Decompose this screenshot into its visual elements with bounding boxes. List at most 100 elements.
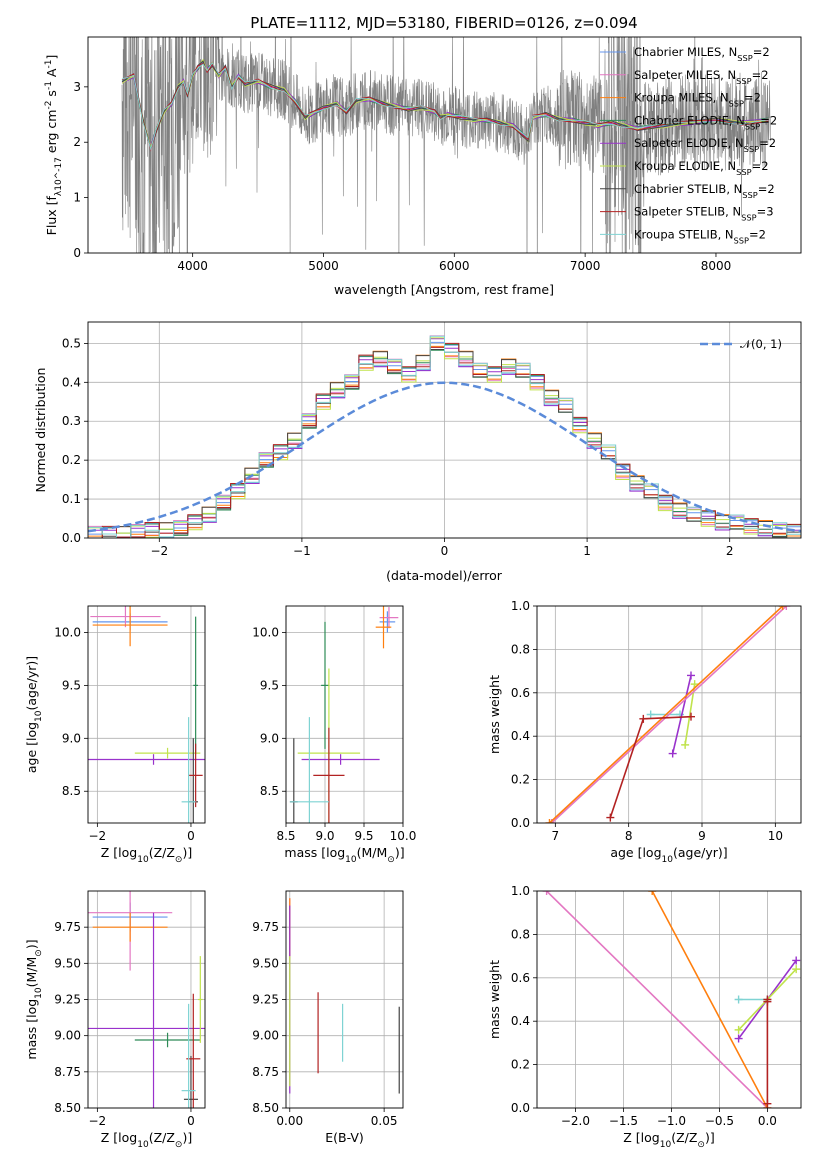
mass-weight-line (671, 675, 692, 754)
x-tick-label: 2 (726, 544, 734, 558)
y-tick-label: 9.75 (252, 920, 279, 934)
y-tick-label: 0.6 (511, 971, 530, 985)
x-tick-label: 10.0 (390, 829, 417, 843)
plot-area (289, 606, 399, 823)
y-tick-label: 9.50 (54, 956, 81, 970)
x-tick-label: 0.0 (758, 1114, 777, 1128)
axes-frame (87, 605, 206, 824)
mass-weight-marker (734, 1034, 743, 1043)
axes-frame (285, 605, 404, 824)
mass-weight-marker (763, 1099, 772, 1108)
histogram-step (88, 335, 801, 538)
x-axis-label: mass [log10(M/M⊙)] (284, 845, 404, 865)
legend-label: Chabrier MILES, NSSP=2 (634, 45, 770, 63)
y-tick-label: 0.4 (62, 375, 81, 389)
x-tick-label: −0.5 (705, 1114, 734, 1128)
plot-area (289, 898, 400, 1094)
axes-frame (536, 605, 802, 824)
x-tick-label: −2 (89, 829, 107, 843)
plot-area (88, 335, 801, 538)
x-tick-label: 5000 (308, 259, 339, 273)
y-tick-label: 0.6 (511, 686, 530, 700)
observed-spectrum (121, 37, 772, 253)
y-tick-label: 0.4 (511, 1014, 530, 1028)
residual-histogram-panel: −2 −1 0 1 2 0.0 0.1 0.2 0.3 0.4 0.5 (data-model)/er… (33, 321, 802, 583)
legend-label: Salpeter MILES, NSSP=2 (634, 68, 769, 86)
mass-weight-marker (687, 712, 695, 721)
legend-label: Kroupa ELODIE, NSSP=2 (634, 159, 769, 177)
x-tick-label: 7 (552, 829, 560, 843)
y-tick-label: 8.5 (260, 784, 279, 798)
y-tick-label: 8.50 (252, 1101, 279, 1115)
y-tick-label: 8.50 (54, 1101, 81, 1115)
y-tick-label: 0.0 (511, 1101, 530, 1115)
y-tick-label: 10.0 (252, 625, 279, 639)
legend-label: 𝒩(0, 1) (740, 337, 782, 351)
age-vs-mass-panel: 8.5 9.0 9.5 10.0 8.5 9.0 9.5 10.0 mass [log10(M/… (252, 605, 417, 865)
mass-weight-marker (782, 606, 791, 610)
plot-area (121, 37, 772, 253)
spectrum-panel: 4000 5000 6000 7000 8000 0 1 2 3 PLATE=1112, MJD=… (44, 14, 802, 297)
y-tick-label: 1.0 (511, 599, 530, 613)
y-tick-label: 9.00 (252, 1029, 279, 1043)
x-axis-label: E(B-V) (325, 1130, 364, 1145)
y-tick-label: 10.0 (54, 625, 81, 639)
mass-weight-marker (639, 714, 648, 723)
x-tick-label: 1 (583, 544, 591, 558)
y-tick-label: 9.0 (260, 731, 279, 745)
x-tick-label: −2 (89, 1114, 107, 1128)
axes-frame (285, 890, 404, 1109)
x-axis-label: Z [log10(Z/Z⊙)] (101, 845, 192, 865)
y-tick-label: 2 (73, 135, 81, 149)
y-tick-label: 0.5 (62, 336, 81, 350)
x-tick-label: 9.5 (354, 829, 373, 843)
y-tick-label: 0.1 (62, 492, 81, 506)
axes-frame (536, 890, 802, 1109)
mass-weight-vs-age-panel: 7 8 9 10 0.0 0.2 0.4 0.6 0.8 1.0 age [log10(age/yr… (487, 599, 802, 865)
plot-area (88, 891, 205, 1108)
mass-weight-marker (734, 1025, 743, 1034)
x-axis-label: Z [log10(Z/Z⊙)] (623, 1130, 714, 1150)
mass-weight-line (546, 891, 768, 1108)
model-line (121, 61, 769, 151)
mass-weight-marker (778, 606, 787, 610)
y-axis-label: mass weight (487, 675, 502, 754)
mass-weight-line (651, 891, 769, 1108)
legend-label: Salpeter ELODIE, NSSP=2 (634, 136, 776, 154)
x-tick-label: 0.05 (371, 1114, 398, 1128)
y-tick-label: 0.2 (511, 1058, 530, 1072)
mass-weight-marker (792, 956, 801, 965)
x-tick-label: 0 (187, 1114, 195, 1128)
y-axis-label: Normed distribution (33, 368, 48, 493)
x-tick-label: 9 (698, 829, 706, 843)
x-tick-label: −1.5 (609, 1114, 638, 1128)
mass-weight-marker (542, 891, 551, 895)
x-tick-label: 7000 (570, 259, 601, 273)
legend-label: Chabrier STELIB, NSSP=2 (634, 182, 775, 200)
y-axis-label: mass weight (487, 960, 502, 1039)
y-tick-label: 0.4 (511, 729, 530, 743)
legend-label: Chabrier ELODIE, NSSP=2 (634, 113, 777, 131)
chart-title: PLATE=1112, MJD=53180, FIBERID=0126, z=0… (250, 14, 637, 32)
mass-weight-line (548, 606, 784, 823)
y-tick-label: 9.0 (62, 731, 81, 745)
y-tick-label: 1.0 (511, 884, 530, 898)
plot-area (542, 891, 801, 1108)
plot-area (545, 606, 791, 823)
y-tick-label: 0.0 (511, 816, 530, 830)
y-tick-label: 9.75 (54, 920, 81, 934)
y-tick-label: 3 (73, 80, 81, 94)
x-axis-label: (data-model)/error (386, 568, 503, 583)
x-tick-label: 6000 (439, 259, 470, 273)
y-tick-label: 8.75 (54, 1065, 81, 1079)
axes-frame (87, 36, 802, 254)
x-tick-label: 8 (625, 829, 633, 843)
y-tick-label: 9.50 (252, 956, 279, 970)
x-tick-label: −1 (293, 544, 311, 558)
plot-area (88, 606, 205, 823)
x-tick-label: −2 (150, 544, 168, 558)
y-tick-label: 0 (73, 246, 81, 260)
y-tick-label: 9.5 (62, 678, 81, 692)
y-tick-label: 8.75 (252, 1065, 279, 1079)
